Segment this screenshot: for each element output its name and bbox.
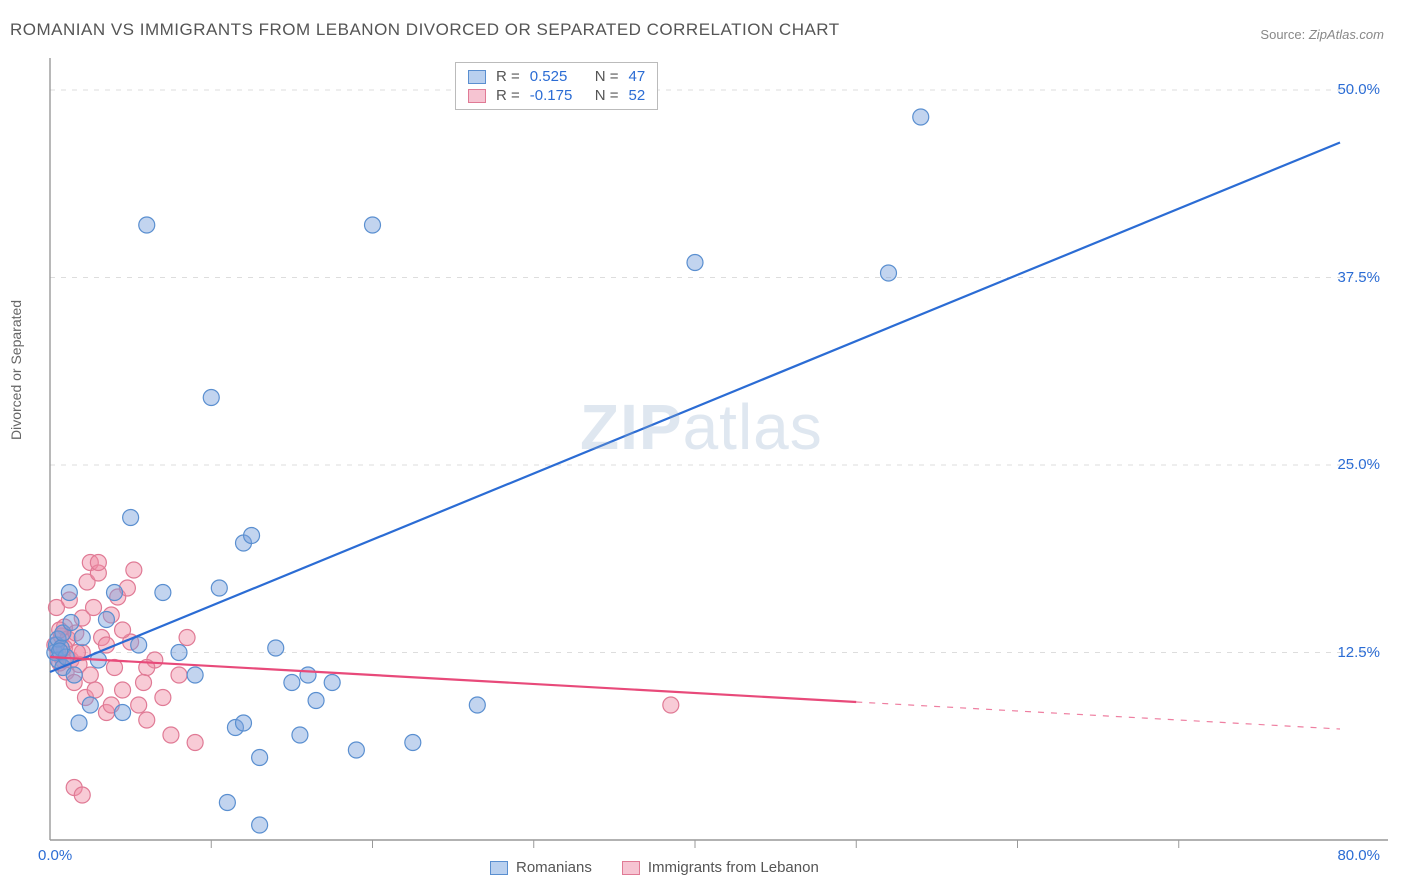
x-origin-label: 0.0% (38, 847, 72, 864)
chart-container: ROMANIAN VS IMMIGRANTS FROM LEBANON DIVO… (0, 0, 1406, 892)
source-label: Source: (1260, 27, 1305, 42)
chart-title: ROMANIAN VS IMMIGRANTS FROM LEBANON DIVO… (10, 20, 840, 40)
n-value: 47 (629, 68, 646, 85)
n-label: N = (595, 87, 619, 104)
legend-row-lebanon: R = -0.175 N = 52 (468, 86, 645, 105)
y-tick-label: 50.0% (1337, 81, 1380, 98)
y-tick-label: 37.5% (1337, 269, 1380, 286)
r-value: 0.525 (530, 68, 585, 85)
scatter-plot (0, 0, 1406, 892)
n-value: 52 (629, 87, 646, 104)
n-label: N = (595, 68, 619, 85)
source-credit: Source: ZipAtlas.com (1260, 27, 1384, 42)
legend-item-lebanon: Immigrants from Lebanon (622, 859, 819, 876)
swatch-icon (622, 861, 640, 875)
swatch-icon (468, 70, 486, 84)
r-label: R = (496, 68, 520, 85)
legend-item-romanians: Romanians (490, 859, 592, 876)
correlation-legend: R = 0.525 N = 47 R = -0.175 N = 52 (455, 62, 658, 110)
source-value: ZipAtlas.com (1309, 27, 1384, 42)
x-max-label: 80.0% (1337, 847, 1380, 864)
legend-label: Immigrants from Lebanon (648, 859, 819, 876)
legend-row-romanians: R = 0.525 N = 47 (468, 67, 645, 86)
r-label: R = (496, 87, 520, 104)
swatch-icon (490, 861, 508, 875)
legend-label: Romanians (516, 859, 592, 876)
y-tick-label: 25.0% (1337, 456, 1380, 473)
y-tick-label: 12.5% (1337, 644, 1380, 661)
r-value: -0.175 (530, 87, 585, 104)
y-axis-label: Divorced or Separated (8, 300, 24, 440)
swatch-icon (468, 89, 486, 103)
series-legend: Romanians Immigrants from Lebanon (490, 859, 819, 876)
